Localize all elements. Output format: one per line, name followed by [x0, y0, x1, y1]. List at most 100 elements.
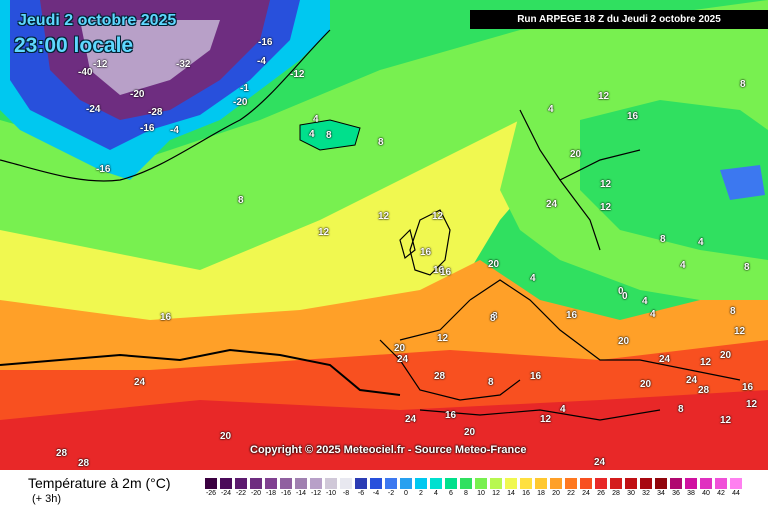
legend-swatch — [325, 478, 337, 489]
legend-swatch — [685, 478, 697, 489]
legend-tick: 10 — [477, 490, 485, 497]
legend-swatch — [445, 478, 457, 489]
legend-swatch — [280, 478, 292, 489]
lead-time: (+ 3h) — [32, 493, 62, 505]
temperature-value-label: 28 — [78, 458, 90, 469]
legend-swatch — [370, 478, 382, 489]
temperature-value-label: 12 — [746, 399, 758, 410]
legend-swatch — [355, 478, 367, 489]
legend-swatch — [640, 478, 652, 489]
legend-tick: -12 — [310, 490, 322, 497]
temperature-value-label: 0 — [618, 286, 624, 297]
legend-swatch — [490, 478, 502, 489]
legend-swatch — [625, 478, 637, 489]
temperature-value-label: 8 — [730, 306, 736, 317]
temperature-value-label: 16 — [440, 267, 452, 278]
temperature-value-label: 16 — [530, 371, 542, 382]
temperature-value-label: -20 — [233, 97, 248, 108]
temperature-value-label: 24 — [405, 414, 417, 425]
legend-tick: 4 — [434, 490, 438, 497]
legend-tick: 44 — [732, 490, 740, 497]
coastlines — [0, 29, 741, 421]
legend-tick: 18 — [537, 490, 545, 497]
footer — [0, 470, 768, 512]
legend-tick: -20 — [250, 490, 262, 497]
map-canvas — [0, 0, 768, 470]
legend-tick: 38 — [687, 490, 695, 497]
temperature-value-label: 4 — [698, 237, 704, 248]
temperature-map — [0, 0, 768, 470]
legend-swatch — [415, 478, 427, 489]
temperature-value-label: 8 — [740, 79, 746, 90]
temperature-value-label: -16 — [140, 123, 155, 134]
temperature-value-label: 12 — [600, 179, 612, 190]
temperature-value-label: 4 — [560, 404, 566, 415]
temperature-value-label: 16 — [445, 410, 457, 421]
temperature-value-label: 16 — [420, 247, 432, 258]
temperature-value-label: -28 — [148, 107, 163, 118]
legend-swatch — [235, 478, 247, 489]
legend-tick: 30 — [627, 490, 635, 497]
legend-swatch — [715, 478, 727, 489]
temperature-value-label: 12 — [598, 91, 610, 102]
temperature-value-label: 28 — [56, 448, 68, 459]
temperature-value-label: 24 — [686, 375, 698, 386]
temperature-value-label: 4 — [530, 273, 536, 284]
legend-tick: -26 — [205, 490, 217, 497]
temperature-value-label: 16 — [627, 111, 639, 122]
temperature-value-label: -16 — [96, 164, 111, 175]
legend-swatch — [295, 478, 307, 489]
legend-swatch — [385, 478, 397, 489]
legend-tick: 28 — [612, 490, 620, 497]
legend-tick: 34 — [657, 490, 665, 497]
iceland — [299, 119, 361, 151]
temperature-value-label: -20 — [130, 89, 145, 100]
legend-tick: 24 — [582, 490, 590, 497]
temperature-value-label: 20 — [720, 350, 732, 361]
legend-swatch — [220, 478, 232, 489]
legend-swatch — [565, 478, 577, 489]
isotherm-20 — [0, 348, 401, 396]
temperature-value-label: 12 — [318, 227, 330, 238]
temperature-value-label: 28 — [434, 371, 446, 382]
temperature-value-label: 20 — [464, 427, 476, 438]
legend-swatch — [595, 478, 607, 489]
temperature-value-label: -4 — [170, 125, 179, 136]
legend-swatch — [430, 478, 442, 489]
legend-swatch — [475, 478, 487, 489]
temperature-value-label: 8 — [492, 311, 498, 322]
legend-tick: 14 — [507, 490, 515, 497]
legend-swatch — [340, 478, 352, 489]
temperature-value-label: -4 — [257, 56, 266, 67]
temperature-value-label: 20 — [488, 259, 500, 270]
legend-tick: 0 — [404, 490, 408, 497]
legend-tick: -22 — [235, 490, 247, 497]
temperature-value-label: 4 — [313, 114, 319, 125]
temperature-value-label: 16 — [433, 265, 445, 276]
legend-swatch — [700, 478, 712, 489]
temperature-value-label: 8 — [488, 377, 494, 388]
temperature-value-label: 24 — [546, 199, 558, 210]
legend-tick: -10 — [325, 490, 337, 497]
temperature-value-label: 24 — [659, 354, 671, 365]
temperature-value-label: 12 — [700, 357, 712, 368]
legend-tick: 36 — [672, 490, 680, 497]
legend-swatch — [580, 478, 592, 489]
legend-tick: 6 — [449, 490, 453, 497]
legend-tick: 26 — [597, 490, 605, 497]
zone-cold-pocket — [720, 165, 765, 200]
legend-swatch — [250, 478, 262, 489]
legend-tick: -14 — [295, 490, 307, 497]
temperature-value-label: -40 — [78, 67, 93, 78]
temperature-value-label: 8 — [490, 313, 496, 324]
forecast-time: 23:00 locale — [14, 34, 134, 57]
temperature-value-label: 4 — [650, 309, 656, 320]
temperature-value-label: -1 — [240, 83, 249, 94]
legend-tick: 22 — [567, 490, 575, 497]
temperature-value-label: -32 — [176, 59, 191, 70]
zone-orange — [0, 260, 768, 380]
temperature-value-label: 16 — [566, 310, 578, 321]
legend-tick: -18 — [265, 490, 277, 497]
legend-swatch — [655, 478, 667, 489]
legend-swatch — [310, 478, 322, 489]
